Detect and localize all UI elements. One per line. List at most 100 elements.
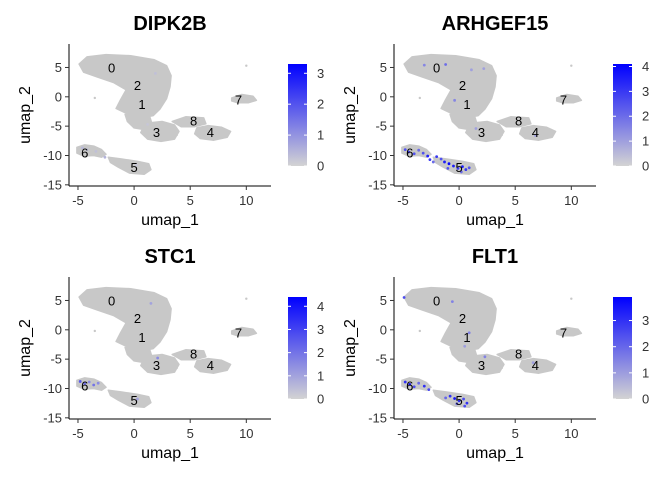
x-tick-label: -5 (72, 426, 84, 441)
expression-point (431, 160, 435, 164)
x-tick-label: 0 (130, 426, 137, 441)
expression-point (78, 380, 82, 383)
y-axis-title: umap_2 (342, 86, 359, 144)
x-tick-label: -5 (397, 193, 409, 208)
y-tick-label: -5 (375, 352, 387, 367)
expression-point (463, 404, 467, 408)
legend-tick-label: 1 (642, 365, 649, 380)
expression-point (448, 394, 452, 398)
expression-point (81, 146, 84, 150)
y-axis-title: umap_2 (17, 319, 34, 377)
y-tick-label: 5 (380, 60, 387, 75)
x-tick-label: 5 (187, 193, 194, 208)
x-tick-label: -5 (397, 426, 409, 441)
cluster-label: 8 (190, 113, 197, 128)
cluster-label: 8 (190, 346, 197, 361)
cluster-label: 5 (130, 393, 137, 408)
legend-tick-label: 4 (642, 59, 649, 74)
cell-point (500, 133, 503, 137)
expression-point (459, 170, 463, 174)
y-tick-label: 5 (380, 293, 387, 308)
legend-tick-label: 0 (642, 392, 649, 407)
cluster-5-region (107, 156, 152, 176)
cluster-8-region (171, 349, 207, 361)
legend-tick-label: 1 (317, 128, 324, 143)
expression-point (408, 382, 412, 386)
expression-point (87, 380, 91, 384)
expression-point (444, 63, 448, 66)
expression-point (483, 355, 487, 359)
x-tick-label: 5 (512, 426, 519, 441)
legend-tick-label: 0 (642, 159, 649, 174)
plot-title: ARHGEF15 (442, 13, 549, 35)
expression-point (136, 397, 139, 401)
cluster-label: 7 (235, 93, 242, 108)
cluster-4-region (518, 357, 557, 374)
plot-title: DIPK2B (133, 13, 206, 35)
cluster-label: 0 (108, 60, 115, 75)
y-tick-label: 5 (55, 60, 62, 75)
cluster-label: 1 (138, 330, 145, 345)
cluster-0-2-1-region (78, 53, 172, 119)
cluster-label: 4 (207, 358, 214, 373)
cluster-label: 1 (463, 330, 470, 345)
expression-point (403, 380, 407, 384)
cluster-6-region (76, 144, 107, 158)
expression-point (453, 98, 456, 102)
y-axis-title: umap_2 (342, 319, 359, 377)
y-tick-label: 0 (55, 322, 62, 337)
x-tick-label: -5 (72, 193, 84, 208)
cluster-label: 1 (138, 97, 145, 112)
expression-point (456, 166, 460, 170)
expression-point (402, 296, 406, 299)
y-tick-label: 0 (55, 89, 62, 104)
y-tick-label: -10 (43, 381, 62, 396)
cluster-label: 2 (134, 311, 141, 326)
expression-point (427, 388, 431, 392)
cluster-label: 7 (560, 93, 567, 108)
expression-point (94, 149, 98, 153)
expression-point (531, 361, 535, 365)
expression-point (417, 148, 421, 152)
cluster-8-region (496, 116, 532, 128)
legend-tick-label: 1 (642, 134, 649, 149)
legend-colorbar (288, 64, 307, 166)
expression-point (103, 155, 107, 159)
cell-point (570, 64, 573, 67)
cluster-label: 7 (560, 326, 567, 341)
y-axis-title: umap_2 (17, 86, 34, 144)
plot-title: STC1 (144, 246, 195, 268)
y-tick-label: -15 (43, 177, 62, 192)
cluster-3-region (465, 120, 505, 143)
cluster-label: 5 (130, 160, 137, 175)
cell-point (93, 96, 97, 100)
expression-point (463, 344, 467, 348)
expression-point (412, 152, 416, 156)
cluster-0-2-1-region (78, 286, 172, 352)
expression-point (403, 148, 407, 152)
y-tick-label: -5 (50, 119, 62, 134)
expression-point (470, 68, 473, 72)
legend-tick-label: 3 (642, 84, 649, 99)
x-tick-label: 5 (187, 426, 194, 441)
y-tick-label: -15 (368, 177, 387, 192)
expression-point (85, 148, 89, 152)
expression-point (450, 300, 454, 304)
expression-point (421, 151, 425, 155)
expression-point (461, 165, 464, 169)
expression-point (462, 397, 465, 401)
y-tick-label: -15 (368, 410, 387, 425)
cell-point (175, 133, 178, 137)
expression-point (467, 331, 471, 335)
cluster-label: 4 (532, 358, 539, 373)
expression-point (457, 399, 461, 403)
cluster-7-region (230, 326, 258, 337)
expression-point (146, 122, 149, 126)
expression-point (467, 166, 471, 170)
expression-point (452, 164, 455, 168)
cluster-3-region (140, 120, 180, 143)
